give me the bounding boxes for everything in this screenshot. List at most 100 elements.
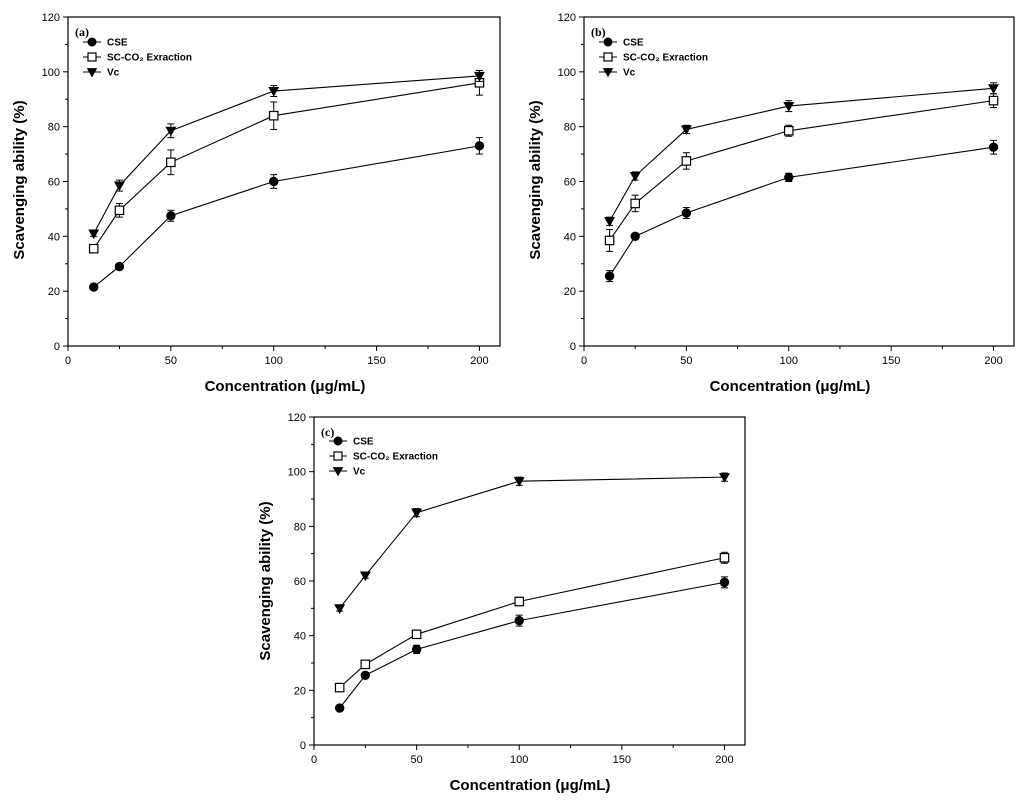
data-point-vc-marker	[88, 229, 100, 240]
data-point-cse-marker	[166, 211, 176, 221]
chart-panel-3: 0 50 100 150 200 0 20 40 60 80 100 120 Concentration…	[257, 412, 746, 794]
x-tick-label: 50	[410, 754, 422, 766]
legend-label-cse: CSE	[353, 437, 374, 448]
panel-label: (c)	[321, 425, 334, 439]
plot-frame	[67, 16, 501, 347]
series-line-vc	[609, 87, 994, 222]
y-axis-title: Scavenging ability (%)	[257, 501, 274, 660]
panel-label: (b)	[591, 25, 606, 39]
x-tick-label: 0	[581, 355, 587, 367]
legend-label-cse: CSE	[623, 38, 644, 49]
legend-label-sc-co-exraction: SC-CO₂ Exraction	[107, 53, 192, 64]
y-tick-label: 60	[48, 177, 60, 189]
legend-marker-vc-marker	[86, 68, 98, 78]
legend: CSE SC-CO₂ Exraction Vc	[83, 37, 192, 79]
data-point-sc-co-exraction-marker	[88, 243, 99, 254]
data-point-sc-co-exraction-marker	[411, 629, 422, 640]
x-tick-label: 150	[882, 355, 900, 367]
y-tick-label: 40	[564, 231, 576, 243]
legend-label-vc: Vc	[353, 467, 366, 478]
data-point-vc-marker	[165, 126, 177, 137]
data-point-sc-co-exraction-marker	[604, 235, 615, 246]
data-point-vc-marker	[513, 477, 525, 487]
data-point-sc-co-exraction-marker	[630, 198, 640, 209]
data-point-sc-co-exraction-marker	[681, 156, 692, 166]
x-tick-label: 0	[311, 754, 317, 766]
data-point-sc-co-exraction-marker	[360, 659, 371, 670]
data-point-sc-co-exraction-marker	[114, 205, 125, 216]
legend-marker-sc-co-exraction-marker	[333, 451, 343, 461]
data-point-vc-marker	[359, 571, 371, 582]
legend: CSE SC-CO₂ Exraction Vc	[599, 37, 708, 79]
data-point-cse-marker	[360, 670, 371, 680]
plot-frame	[313, 416, 746, 746]
legend-label-sc-co-exraction: SC-CO₂ Exraction	[623, 53, 708, 64]
x-axis-title: Concentration (μg/mL)	[710, 378, 871, 395]
data-point-cse-marker	[604, 271, 615, 281]
data-point-cse-marker	[474, 141, 485, 151]
legend-label-cse: CSE	[107, 38, 128, 49]
legend-label-vc: Vc	[623, 68, 636, 79]
series-line-sc-co-exraction	[93, 82, 480, 249]
data-point-vc-marker	[719, 473, 730, 483]
x-tick-label: 100	[780, 355, 798, 367]
panel-label: (a)	[75, 25, 89, 39]
x-axis-title: Concentration (μg/mL)	[450, 777, 611, 794]
y-tick-label: 40	[294, 631, 306, 643]
series-line-cse	[93, 145, 480, 288]
y-tick-label: 80	[48, 122, 60, 134]
y-tick-label: 120	[558, 12, 576, 24]
series-vc	[88, 69, 485, 240]
data-point-sc-co-exraction-marker	[166, 157, 176, 168]
data-point-vc-marker	[473, 71, 485, 82]
legend-marker-cse-marker	[333, 436, 343, 446]
legend-marker-vc-marker	[602, 68, 614, 78]
data-point-cse-marker	[988, 142, 999, 152]
y-tick-label: 80	[564, 122, 576, 134]
y-tick-label: 0	[300, 740, 306, 752]
data-point-cse-marker	[269, 176, 279, 187]
data-point-cse-marker	[514, 615, 524, 626]
data-point-vc-marker	[783, 102, 795, 112]
data-point-vc-marker	[988, 84, 999, 94]
x-axis-title: Concentration (μg/mL)	[205, 378, 366, 395]
data-point-cse-marker	[630, 231, 640, 242]
data-point-sc-co-exraction-marker	[334, 682, 345, 693]
legend-marker-sc-co-exraction-marker	[87, 52, 97, 62]
x-tick-label: 200	[715, 754, 733, 766]
series-cse	[334, 576, 730, 713]
legend-label-sc-co-exraction: SC-CO₂ Exraction	[353, 452, 438, 463]
series-vc	[334, 472, 730, 614]
y-tick-label: 40	[48, 231, 60, 243]
series-line-sc-co-exraction	[609, 100, 994, 241]
legend-marker-sc-co-exraction-marker	[603, 52, 613, 62]
data-point-vc-marker	[604, 217, 616, 227]
x-tick-label: 150	[613, 754, 631, 766]
series-sc-co-exraction	[604, 93, 999, 252]
data-point-cse-marker	[681, 208, 692, 218]
legend-marker-vc-marker	[332, 467, 344, 477]
y-tick-label: 100	[42, 67, 60, 79]
data-point-cse-marker	[719, 577, 730, 588]
y-tick-label: 100	[288, 467, 306, 479]
data-point-sc-co-exraction-marker	[268, 110, 279, 121]
y-tick-label: 20	[48, 286, 60, 298]
x-tick-label: 0	[65, 355, 71, 367]
data-point-cse-marker	[334, 703, 345, 713]
legend-marker-cse-marker	[603, 37, 613, 47]
y-tick-label: 80	[294, 521, 306, 533]
y-tick-label: 20	[294, 685, 306, 697]
y-axis-title: Scavenging ability (%)	[11, 100, 28, 259]
data-point-vc-marker	[629, 171, 641, 182]
series-vc	[604, 82, 999, 227]
y-tick-label: 120	[288, 412, 306, 424]
y-axis-title: Scavenging ability (%)	[527, 100, 544, 259]
y-tick-label: 20	[564, 286, 576, 298]
series-line-cse	[609, 146, 994, 277]
series-cse	[89, 137, 485, 292]
data-point-cse-marker	[784, 172, 794, 183]
x-tick-label: 200	[984, 355, 1002, 367]
y-tick-label: 100	[558, 67, 576, 79]
y-tick-label: 0	[570, 341, 576, 353]
